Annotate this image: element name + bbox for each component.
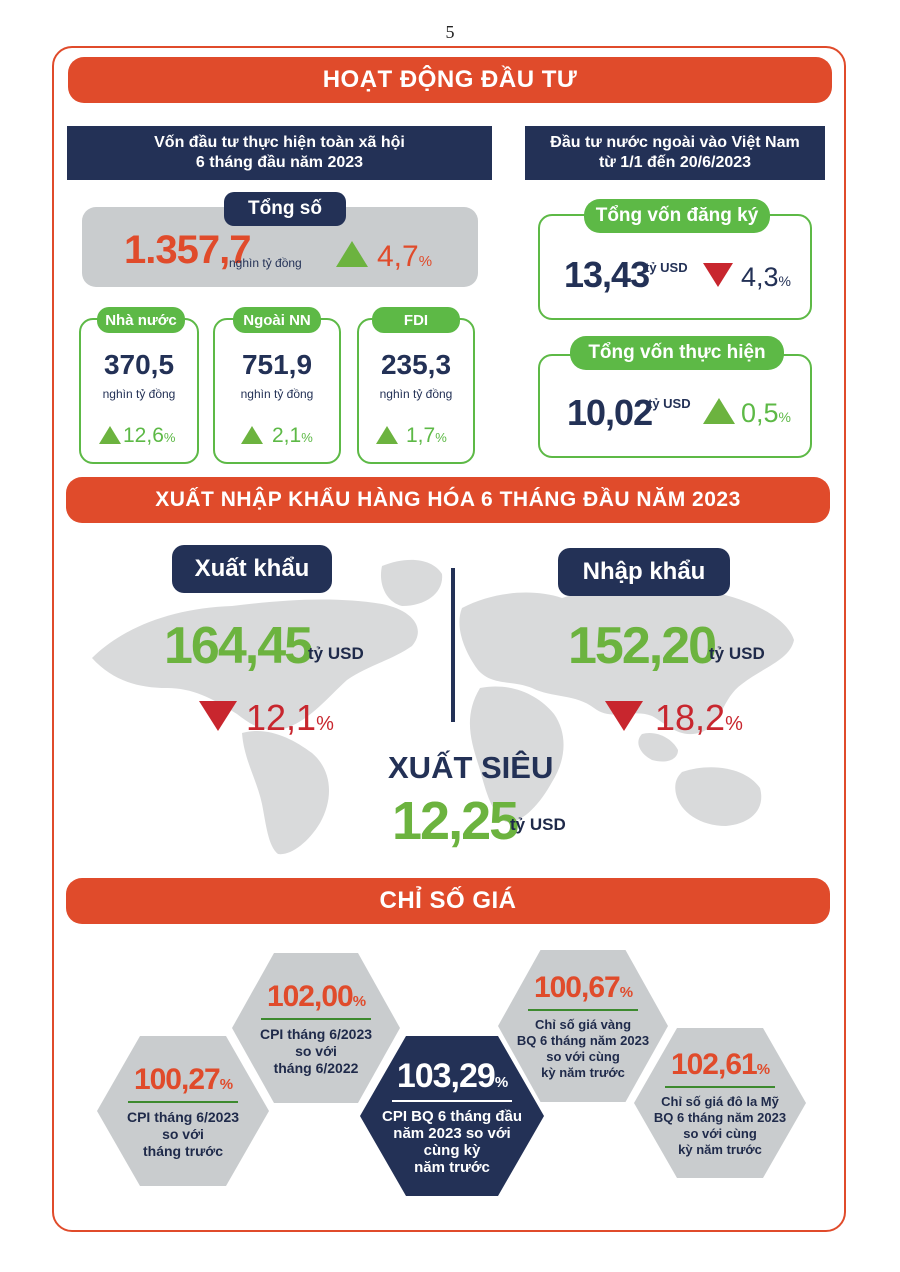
sector-unit-state: nghìn tỷ đồng bbox=[102, 387, 176, 401]
price-desc-3: tháng 6/2022 bbox=[273, 1059, 359, 1076]
surplus-value: 12,25 bbox=[392, 791, 519, 851]
price-desc-2: so với bbox=[295, 1042, 337, 1059]
fdi-header-line2: từ 1/1 đến 20/6/2023 bbox=[598, 154, 752, 171]
total-up-arrow-icon bbox=[336, 241, 368, 267]
fdi-realized-unit: tỷ USD bbox=[648, 396, 691, 411]
fdi-registered-change: 4,3% bbox=[741, 262, 791, 292]
import-down-arrow-icon bbox=[605, 701, 643, 731]
page-number: 5 bbox=[445, 22, 455, 42]
price-desc-3: so với cùng bbox=[546, 1049, 620, 1064]
price-desc-1: Chỉ số giá đô la Mỹ bbox=[661, 1094, 779, 1109]
fdi-realized-value: 10,02 bbox=[567, 392, 653, 433]
total-label: Tổng số bbox=[224, 192, 346, 226]
fdi-registered-down-arrow-icon bbox=[703, 263, 733, 287]
fdi-registered-label: Tổng vốn đăng ký bbox=[584, 199, 770, 233]
price-value: 102,61% bbox=[670, 1048, 770, 1081]
sector-up-arrow-icon bbox=[241, 426, 263, 444]
price-desc-1: CPI tháng 6/2023 bbox=[259, 1025, 373, 1042]
surplus-unit: tỷ USD bbox=[510, 815, 566, 834]
price-desc-3: cùng kỳ bbox=[423, 1141, 481, 1159]
price-desc-1: Chỉ số giá vàng bbox=[534, 1017, 632, 1032]
sector-label-state: Nhà nước bbox=[97, 307, 185, 333]
total-change: 4,7% bbox=[377, 240, 433, 273]
price-desc-2: BQ 6 tháng năm 2023 bbox=[516, 1033, 650, 1048]
import-label: Nhập khẩu bbox=[558, 548, 730, 596]
world-map-background bbox=[92, 559, 794, 855]
export-label: Xuất khẩu bbox=[172, 545, 332, 593]
sector-card-private bbox=[213, 318, 341, 464]
price-desc-1: CPI tháng 6/2023 bbox=[126, 1108, 240, 1125]
sector-change-state: 12,6% bbox=[123, 424, 176, 447]
sector-up-arrow-icon bbox=[376, 426, 398, 444]
total-value: 1.357,7 bbox=[124, 228, 251, 272]
price-value: 100,27% bbox=[133, 1062, 233, 1096]
fdi-realized-change: 0,5% bbox=[741, 398, 791, 428]
hex-divider bbox=[128, 1100, 238, 1103]
page-frame bbox=[52, 46, 846, 1232]
surplus-label: XUẤT SIÊU bbox=[388, 750, 554, 785]
social-investment-header: Vốn đầu tư thực hiện toàn xã hội 6 tháng… bbox=[67, 126, 492, 180]
price-desc-4: kỳ năm trước bbox=[541, 1065, 625, 1080]
sector-change-fdi: 1,7% bbox=[406, 424, 447, 447]
trade-banner: XUẤT NHẬP KHẨU HÀNG HÓA 6 THÁNG ĐẦU NĂM … bbox=[66, 477, 830, 523]
fdi-header: Đầu tư nước ngoài vào Việt Nam từ 1/1 đế… bbox=[525, 126, 825, 180]
hex-divider bbox=[665, 1086, 775, 1088]
price-value: 102,00% bbox=[266, 979, 366, 1013]
price-value: 100,67% bbox=[533, 971, 633, 1004]
social-header-line1: Vốn đầu tư thực hiện toàn xã hội bbox=[154, 134, 405, 151]
sector-change-private: 2,1% bbox=[272, 424, 313, 447]
sector-up-arrow-icon bbox=[99, 426, 121, 444]
sector-unit-fdi: nghìn tỷ đồng bbox=[379, 387, 453, 401]
price-value: 103,29% bbox=[396, 1056, 508, 1095]
price-hex-usd: 102,61% Chỉ số giá đô la Mỹ BQ 6 tháng n… bbox=[634, 1028, 806, 1178]
price-desc-3: tháng trước bbox=[143, 1142, 223, 1159]
trade-divider bbox=[451, 568, 455, 722]
hex-divider bbox=[528, 1009, 638, 1011]
price-desc-1: CPI BQ 6 tháng đầu bbox=[381, 1107, 522, 1125]
sector-value-state: 370,5 bbox=[103, 349, 175, 380]
sector-value-private: 751,9 bbox=[241, 349, 313, 380]
price-desc-2: BQ 6 tháng năm 2023 bbox=[653, 1110, 787, 1125]
total-unit: nghìn tỷ đồng bbox=[229, 256, 302, 270]
social-header-line2: 6 tháng đầu năm 2023 bbox=[195, 154, 364, 171]
export-value: 164,45 bbox=[164, 617, 313, 675]
hex-divider bbox=[392, 1099, 512, 1102]
price-desc-3: so với cùng bbox=[683, 1126, 757, 1141]
fdi-realized-up-arrow-icon bbox=[703, 398, 735, 424]
fdi-realized-card bbox=[538, 354, 812, 458]
prices-banner: CHỈ SỐ GIÁ bbox=[66, 878, 830, 924]
price-desc-2: năm 2023 so với bbox=[393, 1124, 511, 1142]
investment-banner: HOẠT ĐỘNG ĐẦU TƯ bbox=[68, 57, 832, 103]
price-desc-4: kỳ năm trước bbox=[678, 1142, 762, 1157]
hex-divider bbox=[261, 1017, 371, 1020]
import-value: 152,20 bbox=[568, 617, 717, 675]
export-unit: tỷ USD bbox=[308, 644, 364, 663]
export-down-arrow-icon bbox=[199, 701, 237, 731]
fdi-header-line1: Đầu tư nước ngoài vào Việt Nam bbox=[550, 134, 800, 151]
price-hex-cpi-year: 102,00% CPI tháng 6/2023 so với tháng 6/… bbox=[232, 953, 400, 1103]
price-desc-4: năm trước bbox=[414, 1158, 490, 1176]
sector-value-fdi: 235,3 bbox=[380, 349, 452, 380]
sector-unit-private: nghìn tỷ đồng bbox=[240, 387, 314, 401]
fdi-realized-label: Tổng vốn thực hiện bbox=[570, 336, 784, 370]
export-change: 12,1% bbox=[246, 697, 334, 738]
fdi-registered-value: 13,43 bbox=[564, 254, 650, 295]
import-change: 18,2% bbox=[655, 697, 743, 738]
import-unit: tỷ USD bbox=[709, 644, 765, 663]
sector-label-fdi: FDI bbox=[372, 307, 460, 333]
fdi-registered-unit: tỷ USD bbox=[645, 260, 688, 275]
price-desc-2: so với bbox=[162, 1125, 204, 1142]
sector-label-private: Ngoài NN bbox=[233, 307, 321, 333]
